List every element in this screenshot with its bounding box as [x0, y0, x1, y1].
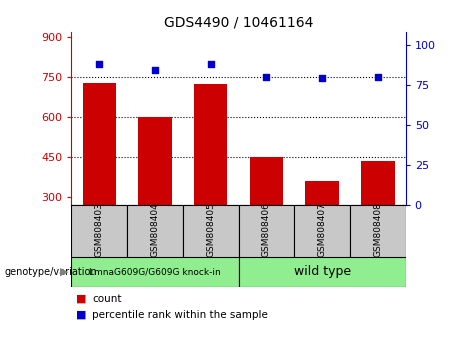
Bar — [305, 181, 339, 205]
Text: count: count — [92, 294, 122, 304]
Bar — [238, 257, 406, 287]
Bar — [194, 84, 227, 205]
Text: GSM808404: GSM808404 — [150, 202, 160, 257]
Text: percentile rank within the sample: percentile rank within the sample — [92, 310, 268, 320]
Point — [263, 74, 270, 80]
Text: GSM808403: GSM808403 — [95, 202, 104, 257]
Bar — [183, 205, 238, 257]
Bar — [250, 157, 283, 205]
Bar — [83, 82, 116, 205]
Text: GSM808405: GSM808405 — [206, 202, 215, 257]
Point — [374, 74, 382, 80]
Text: LmnaG609G/G609G knock-in: LmnaG609G/G609G knock-in — [89, 267, 221, 276]
Bar — [127, 205, 183, 257]
Point — [95, 61, 103, 67]
Point — [151, 68, 159, 73]
Bar — [350, 205, 406, 257]
Bar — [71, 257, 239, 287]
Text: ■: ■ — [76, 294, 87, 304]
Bar — [361, 161, 395, 205]
Point — [207, 61, 214, 67]
Text: ▶: ▶ — [60, 267, 68, 277]
Text: ■: ■ — [76, 310, 87, 320]
Title: GDS4490 / 10461164: GDS4490 / 10461164 — [164, 15, 313, 29]
Point — [319, 76, 326, 81]
Bar — [71, 205, 127, 257]
Text: GSM808408: GSM808408 — [373, 202, 382, 257]
Text: GSM808407: GSM808407 — [318, 202, 327, 257]
Bar — [138, 117, 171, 205]
Bar — [294, 205, 350, 257]
Text: wild type: wild type — [294, 265, 351, 278]
Bar — [238, 205, 294, 257]
Text: GSM808406: GSM808406 — [262, 202, 271, 257]
Text: genotype/variation: genotype/variation — [5, 267, 97, 277]
